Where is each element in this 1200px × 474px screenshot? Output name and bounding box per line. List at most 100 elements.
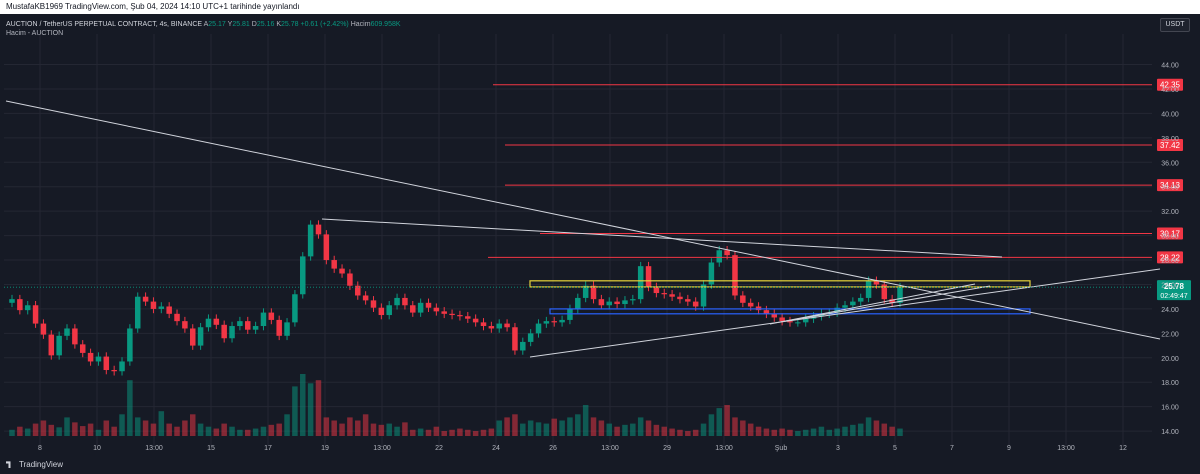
volume-bar xyxy=(810,428,817,436)
time-axis-label[interactable]: 13:00 xyxy=(145,445,163,452)
candle-body xyxy=(17,299,23,311)
tradingview-logo[interactable]: TradingView xyxy=(6,460,63,470)
trend-line[interactable] xyxy=(5,100,1161,340)
currency-button[interactable]: USDT xyxy=(1160,18,1190,32)
candle-body xyxy=(103,356,110,371)
volume-bar xyxy=(260,426,267,436)
candle-body xyxy=(449,313,455,316)
time-axis-label[interactable]: 13:00 xyxy=(601,445,619,452)
candle-body xyxy=(465,316,471,319)
price-axis-label[interactable]: 18.00 xyxy=(1161,380,1179,387)
candle-body xyxy=(630,299,636,301)
time-axis-label[interactable]: 13:00 xyxy=(373,445,391,452)
volume-bar xyxy=(857,423,864,436)
time-axis-label[interactable]: 24 xyxy=(492,445,500,452)
time-axis-label[interactable]: 7 xyxy=(950,445,954,452)
price-axis-label[interactable]: 42.00 xyxy=(1161,87,1179,94)
volume-bar xyxy=(17,426,23,436)
time-axis-label[interactable]: 13:00 xyxy=(1057,445,1075,452)
volume-bar xyxy=(150,423,157,436)
candle-body xyxy=(32,305,39,324)
volume-bar xyxy=(237,429,243,436)
volume-bar xyxy=(661,426,667,436)
time-axis-label[interactable]: 17 xyxy=(264,445,272,452)
chart-area[interactable]: 42.35 37.42 34.13 30.17 28.22 25.78 02:49:47 44… xyxy=(0,14,1200,460)
volume-legend[interactable]: Hacim - AUCTION xyxy=(6,30,64,37)
time-axis-label[interactable]: 8 xyxy=(38,445,42,452)
time-axis-label[interactable]: 22 xyxy=(435,445,443,452)
price-axis-label[interactable]: 36.00 xyxy=(1161,160,1179,167)
yellow-zone[interactable] xyxy=(529,280,1031,288)
trend-line[interactable] xyxy=(321,218,1003,258)
price-axis-label[interactable]: 40.00 xyxy=(1161,111,1179,118)
price-axis-label[interactable]: 38.00 xyxy=(1161,136,1179,143)
volume-bar xyxy=(897,428,903,436)
candle-body xyxy=(9,299,15,303)
volume-bar xyxy=(347,417,353,436)
price-axis-label[interactable]: 24.00 xyxy=(1161,307,1179,314)
price-axis-label[interactable]: 14.00 xyxy=(1161,429,1179,436)
candle-body xyxy=(197,327,204,346)
volume-bar xyxy=(410,429,416,436)
volume-bar xyxy=(779,428,785,436)
time-axis-label[interactable]: 12 xyxy=(1119,445,1127,452)
candle-body xyxy=(245,321,251,330)
candle-body xyxy=(708,262,715,285)
volume-bar xyxy=(252,428,259,436)
price-axis-label[interactable]: 34.00 xyxy=(1161,185,1179,192)
volume-bar xyxy=(64,417,70,436)
level-price-label: 34.13 xyxy=(1160,181,1181,190)
candle-body xyxy=(763,310,770,314)
time-axis-label[interactable]: 15 xyxy=(207,445,215,452)
candle-body xyxy=(24,305,31,311)
price-axis-label[interactable]: 16.00 xyxy=(1161,405,1179,412)
volume-bar xyxy=(708,414,715,436)
blue-zone[interactable] xyxy=(549,308,1031,315)
price-axis-label[interactable]: 44.00 xyxy=(1161,63,1179,70)
candle-body xyxy=(284,322,290,336)
trend-line[interactable] xyxy=(529,268,1161,358)
time-axis-label[interactable]: 29 xyxy=(663,445,671,452)
volume-bar xyxy=(307,383,314,436)
last-price-tag xyxy=(1157,280,1191,301)
volume-bar xyxy=(48,424,55,436)
price-axis-label[interactable]: 22.00 xyxy=(1161,331,1179,338)
candle-body xyxy=(614,301,620,305)
candle-body xyxy=(95,356,102,362)
candle-body xyxy=(142,296,149,302)
legend-volume-label: Hacim xyxy=(350,21,371,28)
legend-volume: 609.958K xyxy=(370,21,401,28)
price-chart[interactable]: 42.35 37.42 34.13 30.17 28.22 25.78 02:49:47 44… xyxy=(0,14,1200,460)
candle-body xyxy=(189,328,196,346)
trend-line[interactable] xyxy=(779,285,991,323)
candle-body xyxy=(598,299,605,306)
price-axis-label[interactable]: 20.00 xyxy=(1161,356,1179,363)
volume-bar xyxy=(535,422,542,436)
price-axis-label[interactable]: 30.00 xyxy=(1161,234,1179,241)
volume-bar xyxy=(378,424,385,436)
time-axis-label[interactable]: 3 xyxy=(836,445,840,452)
price-axis-label[interactable]: 32.00 xyxy=(1161,209,1179,216)
price-axis-label[interactable]: 26.00 xyxy=(1161,282,1179,289)
trend-line[interactable] xyxy=(769,283,976,325)
candle-body xyxy=(127,328,133,362)
time-axis-label[interactable]: 9 xyxy=(1007,445,1011,452)
time-axis-label[interactable]: 5 xyxy=(893,445,897,452)
candle-body xyxy=(48,334,55,356)
volume-bar xyxy=(72,422,78,436)
time-axis-label[interactable]: 10 xyxy=(93,445,101,452)
legend-close-label: K xyxy=(276,21,282,28)
price-axis-label[interactable]: 28.00 xyxy=(1161,258,1179,265)
candle-body xyxy=(111,370,117,372)
time-axis-label[interactable]: Şub xyxy=(775,445,788,452)
time-axis-label[interactable]: 13:00 xyxy=(715,445,733,452)
symbol-name[interactable]: AUCTION / TetherUS PERPETUAL CONTRACT, 4… xyxy=(6,21,203,28)
candle-body xyxy=(339,268,345,274)
candle-body xyxy=(740,295,746,303)
volume-bar xyxy=(465,429,471,436)
level-price-label: 28.22 xyxy=(1160,253,1181,262)
candle-body xyxy=(559,319,565,323)
volume-bar xyxy=(637,417,644,436)
time-axis-label[interactable]: 26 xyxy=(549,445,557,452)
time-axis-label[interactable]: 19 xyxy=(321,445,329,452)
